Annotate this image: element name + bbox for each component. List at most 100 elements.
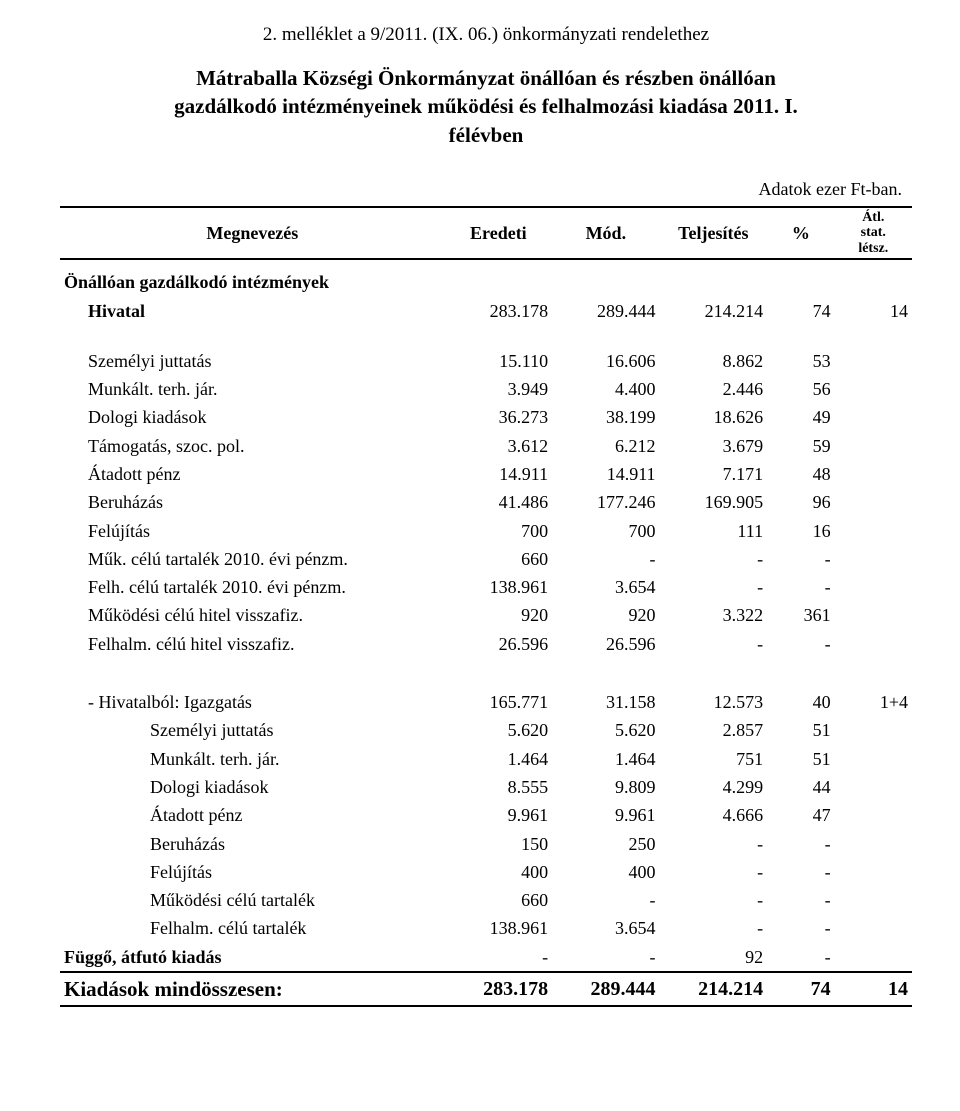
row-value: 3.654 <box>552 573 659 601</box>
table-row: Felhalm. célú tartalék138.9613.654-- <box>60 914 912 942</box>
row-value: 283.178 <box>445 972 552 1006</box>
row-value: - <box>660 545 768 573</box>
row-value: - <box>767 943 834 972</box>
row-value: - <box>660 886 768 914</box>
row-label: Munkált. terh. jár. <box>60 745 445 773</box>
unit-note: Adatok ezer Ft-ban. <box>60 179 912 200</box>
table-row: Felújítás70070011116 <box>60 517 912 545</box>
title-line-1: Mátraballa Községi Önkormányzat önállóan… <box>60 64 912 92</box>
row-value <box>835 630 912 658</box>
row-value: 214.214 <box>660 972 768 1006</box>
row-value: - <box>767 830 834 858</box>
row-value <box>835 830 912 858</box>
row-value <box>835 858 912 886</box>
row-value: 4.666 <box>660 801 768 829</box>
table-row: Működési célú hitel visszafiz.9209203.32… <box>60 601 912 629</box>
row-label: Személyi juttatás <box>60 347 445 375</box>
row-value: 18.626 <box>660 403 768 431</box>
row-value: 4.400 <box>552 375 659 403</box>
row-value: 51 <box>767 745 834 773</box>
row-value <box>835 601 912 629</box>
row-label: Működési célú hitel visszafiz. <box>60 601 445 629</box>
row-value <box>835 347 912 375</box>
col-letszam-l1: Átl. <box>839 210 908 225</box>
row-value: - <box>660 858 768 886</box>
table-row: Felújítás400400-- <box>60 858 912 886</box>
main-table: Megnevezés Eredeti Mód. Teljesítés % Átl… <box>60 206 912 1007</box>
row-value: 751 <box>660 745 768 773</box>
row-label: Függő, átfutó kiadás <box>60 943 445 972</box>
table-row: Felhalm. célú hitel visszafiz.26.59626.5… <box>60 630 912 658</box>
section1-total-row: Hivatal 283.178 289.444 214.214 74 14 <box>60 297 912 325</box>
row-label: Átadott pénz <box>60 801 445 829</box>
title-block: Mátraballa Községi Önkormányzat önállóan… <box>60 64 912 149</box>
row-value <box>835 801 912 829</box>
row-value: 31.158 <box>552 688 659 716</box>
row-value: - <box>660 630 768 658</box>
table-row: Támogatás, szoc. pol.3.6126.2123.67959 <box>60 432 912 460</box>
row-label: Munkált. terh. jár. <box>60 375 445 403</box>
table-row: Működési célú tartalék660--- <box>60 886 912 914</box>
row-value: 48 <box>767 460 834 488</box>
row-value: 15.110 <box>445 347 552 375</box>
table-row: Munkált. terh. jár.3.9494.4002.44656 <box>60 375 912 403</box>
table-row: Munkált. terh. jár.1.4641.46475151 <box>60 745 912 773</box>
table-row: Dologi kiadások8.5559.8094.29944 <box>60 773 912 801</box>
row-value: 283.178 <box>445 297 552 325</box>
row-label: Felhalm. célú hitel visszafiz. <box>60 630 445 658</box>
row-value: 40 <box>767 688 834 716</box>
row-value: 2.857 <box>660 716 768 744</box>
row-value: 138.961 <box>445 573 552 601</box>
table-row: Beruházás41.486177.246169.90596 <box>60 488 912 516</box>
col-eredeti: Eredeti <box>445 207 552 259</box>
row-value: 38.199 <box>552 403 659 431</box>
row-label: Felh. célú tartalék 2010. évi pénzm. <box>60 573 445 601</box>
row-value: 56 <box>767 375 834 403</box>
row-value: - <box>552 943 659 972</box>
row-value <box>835 432 912 460</box>
row-value: 59 <box>767 432 834 460</box>
row-value: 74 <box>767 297 834 325</box>
row-value <box>835 403 912 431</box>
row-value: 250 <box>552 830 659 858</box>
row-value <box>835 573 912 601</box>
row-value: - <box>660 914 768 942</box>
row-value <box>835 886 912 914</box>
row-value: 49 <box>767 403 834 431</box>
section1-heading-row: Önállóan gazdálkodó intézmények <box>60 259 912 296</box>
row-label: Beruházás <box>60 830 445 858</box>
table-row: Személyi juttatás15.11016.6068.86253 <box>60 347 912 375</box>
row-value <box>835 460 912 488</box>
row-value: 111 <box>660 517 768 545</box>
row-value: 1.464 <box>552 745 659 773</box>
section1-heading: Önállóan gazdálkodó intézmények <box>60 259 912 296</box>
row-value: 16 <box>767 517 834 545</box>
row-value: 700 <box>552 517 659 545</box>
row-value: 14 <box>835 972 912 1006</box>
row-label: Hivatal <box>60 297 445 325</box>
row-value: 96 <box>767 488 834 516</box>
row-label: Műk. célú tartalék 2010. évi pénzm. <box>60 545 445 573</box>
row-value: 400 <box>445 858 552 886</box>
row-value: 3.612 <box>445 432 552 460</box>
row-label: Dologi kiadások <box>60 773 445 801</box>
table-row: Műk. célú tartalék 2010. évi pénzm.660--… <box>60 545 912 573</box>
grand-total-row: Kiadások mindösszesen: 283.178 289.444 2… <box>60 972 912 1006</box>
row-value: 920 <box>552 601 659 629</box>
row-value: - <box>552 886 659 914</box>
row-value: 9.961 <box>445 801 552 829</box>
row-value: 41.486 <box>445 488 552 516</box>
col-label: Megnevezés <box>60 207 445 259</box>
row-value: 1.464 <box>445 745 552 773</box>
annex-line: 2. melléklet a 9/2011. (IX. 06.) önkormá… <box>60 24 912 46</box>
row-value: 6.212 <box>552 432 659 460</box>
row-value: 16.606 <box>552 347 659 375</box>
row-label: Átadott pénz <box>60 460 445 488</box>
row-label: Felújítás <box>60 858 445 886</box>
row-label: - Hivatalból: Igazgatás <box>60 688 445 716</box>
row-value: - <box>767 886 834 914</box>
table-row: Beruházás150250-- <box>60 830 912 858</box>
row-value: - <box>767 573 834 601</box>
row-value: 51 <box>767 716 834 744</box>
table-row: Dologi kiadások36.27338.19918.62649 <box>60 403 912 431</box>
